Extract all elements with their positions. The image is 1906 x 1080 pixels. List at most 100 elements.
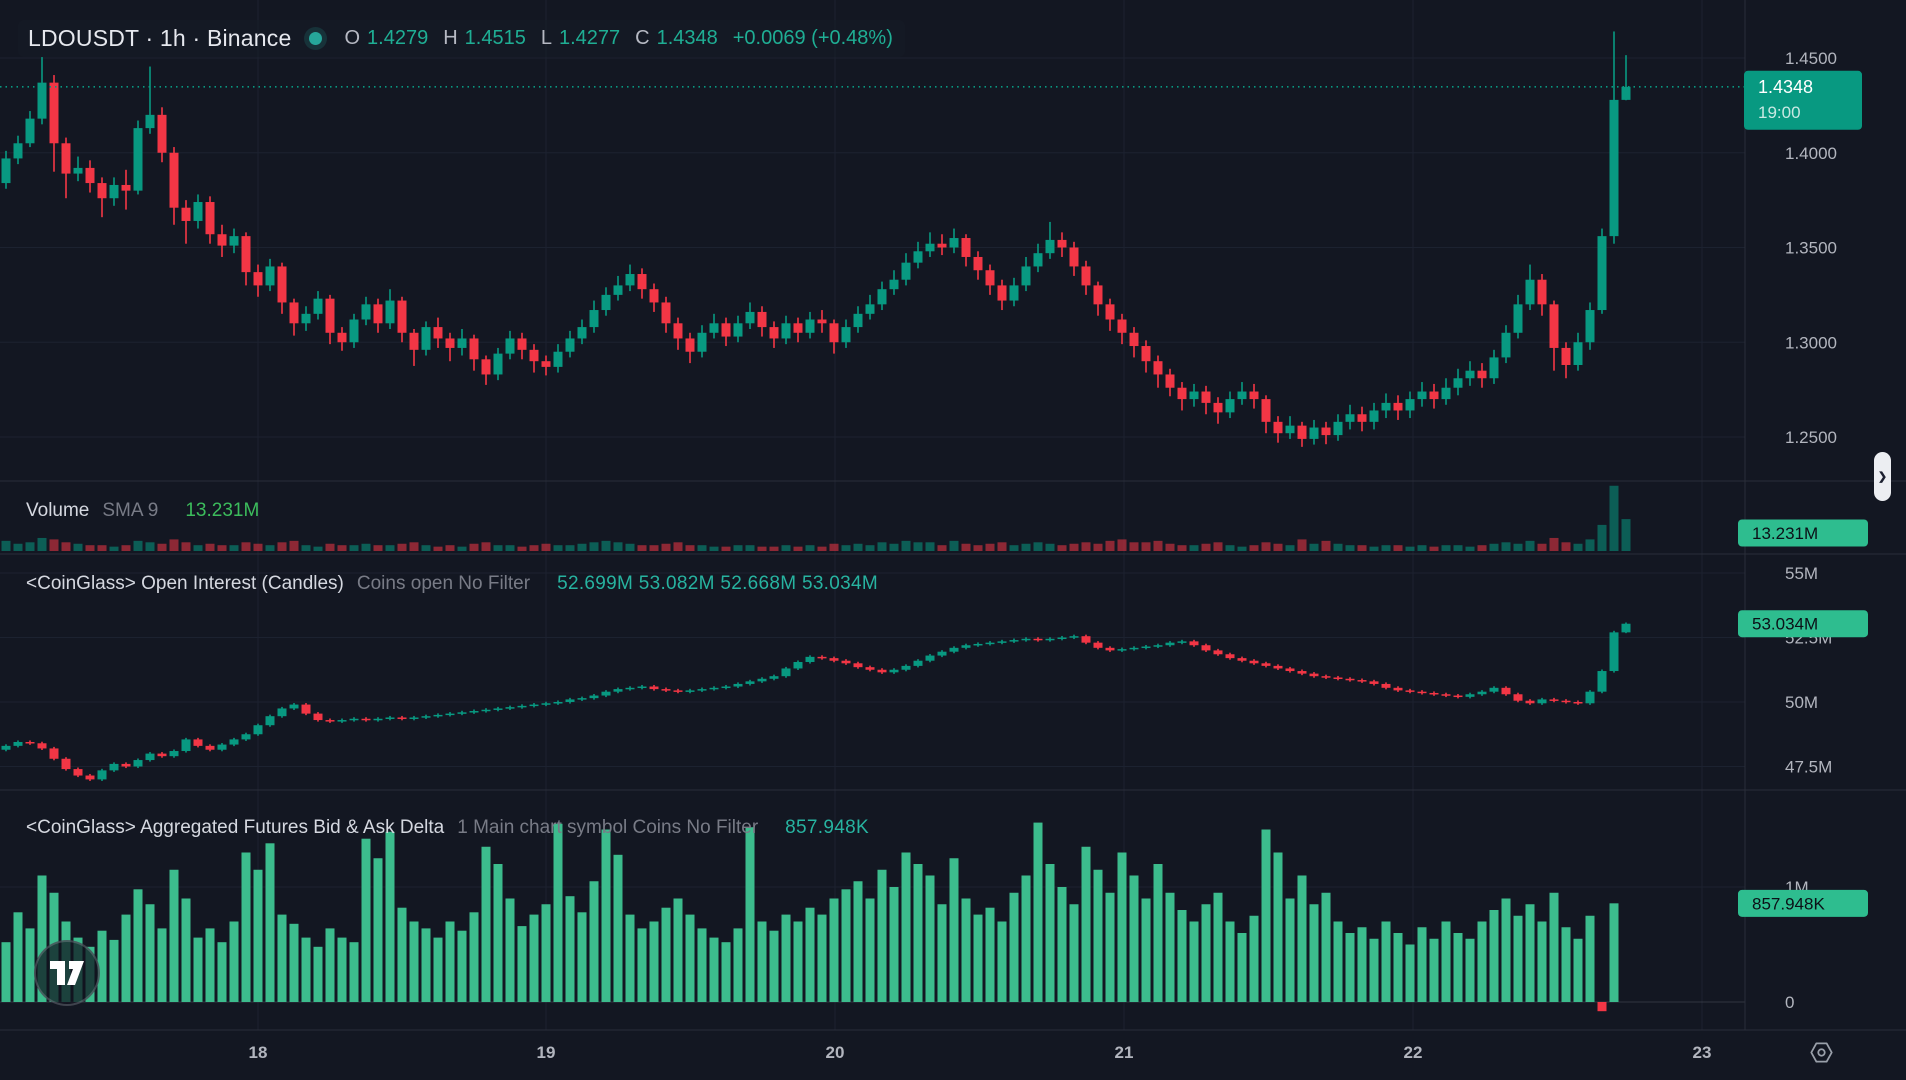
- delta-bar: [1189, 921, 1199, 1002]
- price-candle-body: [1021, 266, 1031, 286]
- volume-bar: [793, 546, 803, 551]
- oi-candle-body: [85, 775, 95, 780]
- volume-bar: [1225, 545, 1235, 551]
- volume-bar: [805, 545, 815, 551]
- price-candle-body: [949, 238, 959, 248]
- market-status-icon: [309, 32, 323, 45]
- price-candle-body: [469, 338, 479, 360]
- volume-bar: [1213, 542, 1223, 551]
- volume-bar: [1393, 545, 1403, 551]
- delta-bar: [205, 928, 215, 1002]
- volume-bar: [1621, 519, 1631, 551]
- volume-bar: [133, 540, 143, 551]
- volume-bar: [1333, 543, 1343, 551]
- oi-candle-body: [1333, 677, 1343, 679]
- oi-candle-body: [1609, 632, 1619, 672]
- price-candle-body: [553, 351, 563, 367]
- price-candle-body: [169, 152, 179, 208]
- oi-candle-body: [265, 716, 275, 726]
- ohlc-values: O 1.4279 H 1.4515 L 1.4277 C 1.4348 +0.0069 …: [344, 27, 892, 50]
- oi-candle-body: [1405, 690, 1415, 692]
- main-legend: LDOUSDT · 1h · Binance O 1.4279 H 1.4515 L…: [18, 20, 905, 57]
- price-candle-body: [1369, 410, 1379, 422]
- volume-bar: [985, 543, 995, 551]
- price-candle-body: [145, 114, 155, 129]
- volume-bar: [1309, 543, 1319, 551]
- volume-title[interactable]: Volume: [26, 500, 90, 521]
- volume-value: 13.231M: [185, 500, 260, 521]
- oi-candle-body: [1549, 699, 1559, 701]
- timezone-settings-button[interactable]: [1808, 1039, 1835, 1066]
- scroll-right-button[interactable]: ❯: [1874, 452, 1891, 501]
- volume-bar: [1369, 546, 1379, 551]
- oi-candle-body: [1141, 646, 1151, 649]
- price-candle-body: [1501, 332, 1511, 358]
- oi-candle-body: [1081, 636, 1091, 643]
- volume-bar: [1453, 545, 1463, 551]
- oi-candle-body: [553, 702, 563, 704]
- oi-candle-body: [721, 686, 731, 689]
- price-candle-body: [1249, 391, 1259, 400]
- volume-bar: [409, 542, 419, 551]
- close-value: 1.4348: [656, 27, 718, 49]
- volume-bar: [1357, 545, 1367, 551]
- volume-bar: [685, 545, 695, 551]
- price-candle-body: [1573, 342, 1583, 365]
- delta-bar: [673, 898, 683, 1002]
- price-candle-body: [1513, 304, 1523, 333]
- price-candle-body: [1525, 279, 1535, 305]
- delta-title[interactable]: <CoinGlass> Aggregated Futures Bid & Ask…: [26, 817, 445, 838]
- price-candle-body: [757, 311, 767, 328]
- delta-bar: [997, 921, 1007, 1002]
- oi-candle-body: [241, 734, 251, 740]
- price-candle-body: [1225, 399, 1235, 413]
- delta-bar: [1429, 938, 1439, 1002]
- delta-badge-text: 857.948K: [1752, 894, 1825, 913]
- oi-candle-body: [565, 699, 575, 702]
- oi-candle-body: [421, 716, 431, 718]
- volume-bar: [925, 542, 935, 551]
- tradingview-logo[interactable]: [34, 940, 100, 1006]
- volume-bar: [1249, 545, 1259, 551]
- symbol-title[interactable]: LDOUSDT · 1h · Binance: [28, 25, 292, 51]
- oi-candle-body: [277, 708, 287, 717]
- volume-bar: [277, 542, 287, 551]
- delta-bar: [1009, 892, 1019, 1002]
- volume-bar: [289, 540, 299, 551]
- volume-bar: [157, 543, 167, 551]
- delta-bar: [1573, 938, 1583, 1002]
- time-axis[interactable]: [0, 1030, 1906, 1080]
- oi-candle-body: [889, 669, 899, 673]
- oi-candle-body: [829, 658, 839, 661]
- open-interest-title[interactable]: <CoinGlass> Open Interest (Candles): [26, 573, 344, 594]
- volume-bar: [817, 546, 827, 551]
- oi-candle-body: [1489, 687, 1499, 692]
- oi-candle-body: [37, 743, 47, 749]
- delta-bar: [1309, 904, 1319, 1002]
- volume-bar: [1141, 542, 1151, 551]
- volume-bar: [889, 543, 899, 551]
- price-candle-body: [205, 202, 215, 235]
- high-label: H: [443, 27, 458, 49]
- price-axis[interactable]: [1745, 0, 1906, 1030]
- delta-bar: [541, 904, 551, 1002]
- price-candle-body: [685, 338, 695, 352]
- volume-bar: [37, 537, 47, 551]
- delta-bar: [553, 823, 563, 1002]
- volume-bar: [745, 545, 755, 551]
- delta-bar: [241, 852, 251, 1002]
- oi-candle-body: [181, 739, 191, 752]
- volume-bar: [541, 543, 551, 551]
- oi-candle-body: [817, 656, 827, 659]
- oi-candle-body: [697, 689, 707, 691]
- delta-bar: [829, 898, 839, 1002]
- delta-bar: [313, 946, 323, 1002]
- delta-bar: [1297, 875, 1307, 1002]
- price-candle-body: [301, 313, 311, 324]
- price-candle-body: [1309, 427, 1319, 439]
- price-candle-body: [565, 338, 575, 352]
- oi-candle-body: [1069, 636, 1079, 638]
- delta-bar: [1249, 915, 1259, 1002]
- price-candle-body: [709, 323, 719, 333]
